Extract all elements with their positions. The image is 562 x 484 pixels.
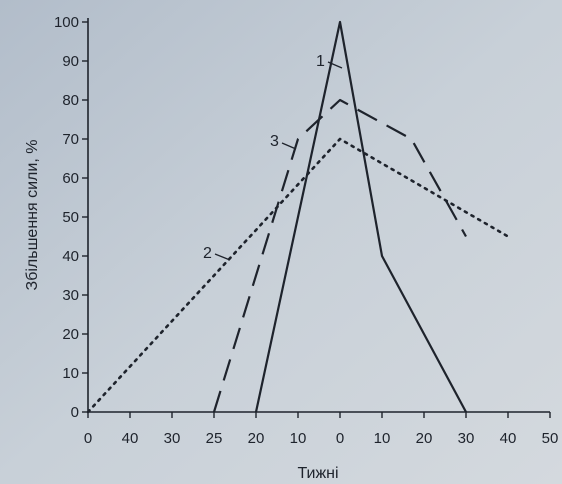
y-axis-ticks: 0 10 20 30 40 50 60 70 80 90 100 (54, 14, 88, 421)
x-tick-label: 50 (542, 430, 559, 447)
axes (87, 18, 550, 413)
y-tick-label: 100 (54, 14, 79, 31)
x-tick-label: 25 (206, 430, 223, 447)
x-tick-label: 40 (122, 430, 139, 447)
x-tick-label: 0 (336, 430, 344, 447)
y-tick-label: 80 (62, 92, 79, 109)
x-tick-label: 40 (500, 430, 517, 447)
curve-label-1: 1 (316, 53, 325, 70)
curve-label-3: 3 (270, 133, 279, 150)
y-axis-title: Збільшення сили, % (24, 140, 41, 291)
y-tick-label: 0 (71, 404, 79, 421)
y-tick-label: 50 (62, 209, 79, 226)
series-layer (86, 20, 510, 414)
curve-label-leader-1 (327, 61, 343, 69)
series-2-line (86, 137, 510, 414)
curve-labels: 1 2 3 (203, 53, 343, 262)
y-tick-label: 90 (62, 53, 79, 70)
y-tick-label: 20 (62, 326, 79, 343)
x-tick-label: 10 (374, 430, 391, 447)
y-tick-label: 40 (62, 248, 79, 265)
y-tick-label: 70 (62, 131, 79, 148)
x-axis-title: Тижні (297, 465, 338, 482)
y-tick-label: 30 (62, 287, 79, 304)
x-tick-label: 30 (164, 430, 181, 447)
curve-label-leader-3 (281, 142, 297, 150)
x-axis-ticks: 0 40 30 25 20 10 0 10 20 30 40 50 (84, 412, 559, 447)
x-tick-label: 20 (248, 430, 265, 447)
y-tick-label: 60 (62, 170, 79, 187)
y-tick-label: 10 (62, 365, 79, 382)
x-tick-label: 10 (290, 430, 307, 447)
x-tick-label: 30 (458, 430, 475, 447)
curve-label-leader-2 (214, 253, 231, 261)
curve-label-2: 2 (203, 245, 212, 262)
x-tick-label: 0 (84, 430, 92, 447)
series-3-line (212, 98, 467, 413)
x-tick-label: 20 (416, 430, 433, 447)
series-1-line (254, 20, 467, 413)
